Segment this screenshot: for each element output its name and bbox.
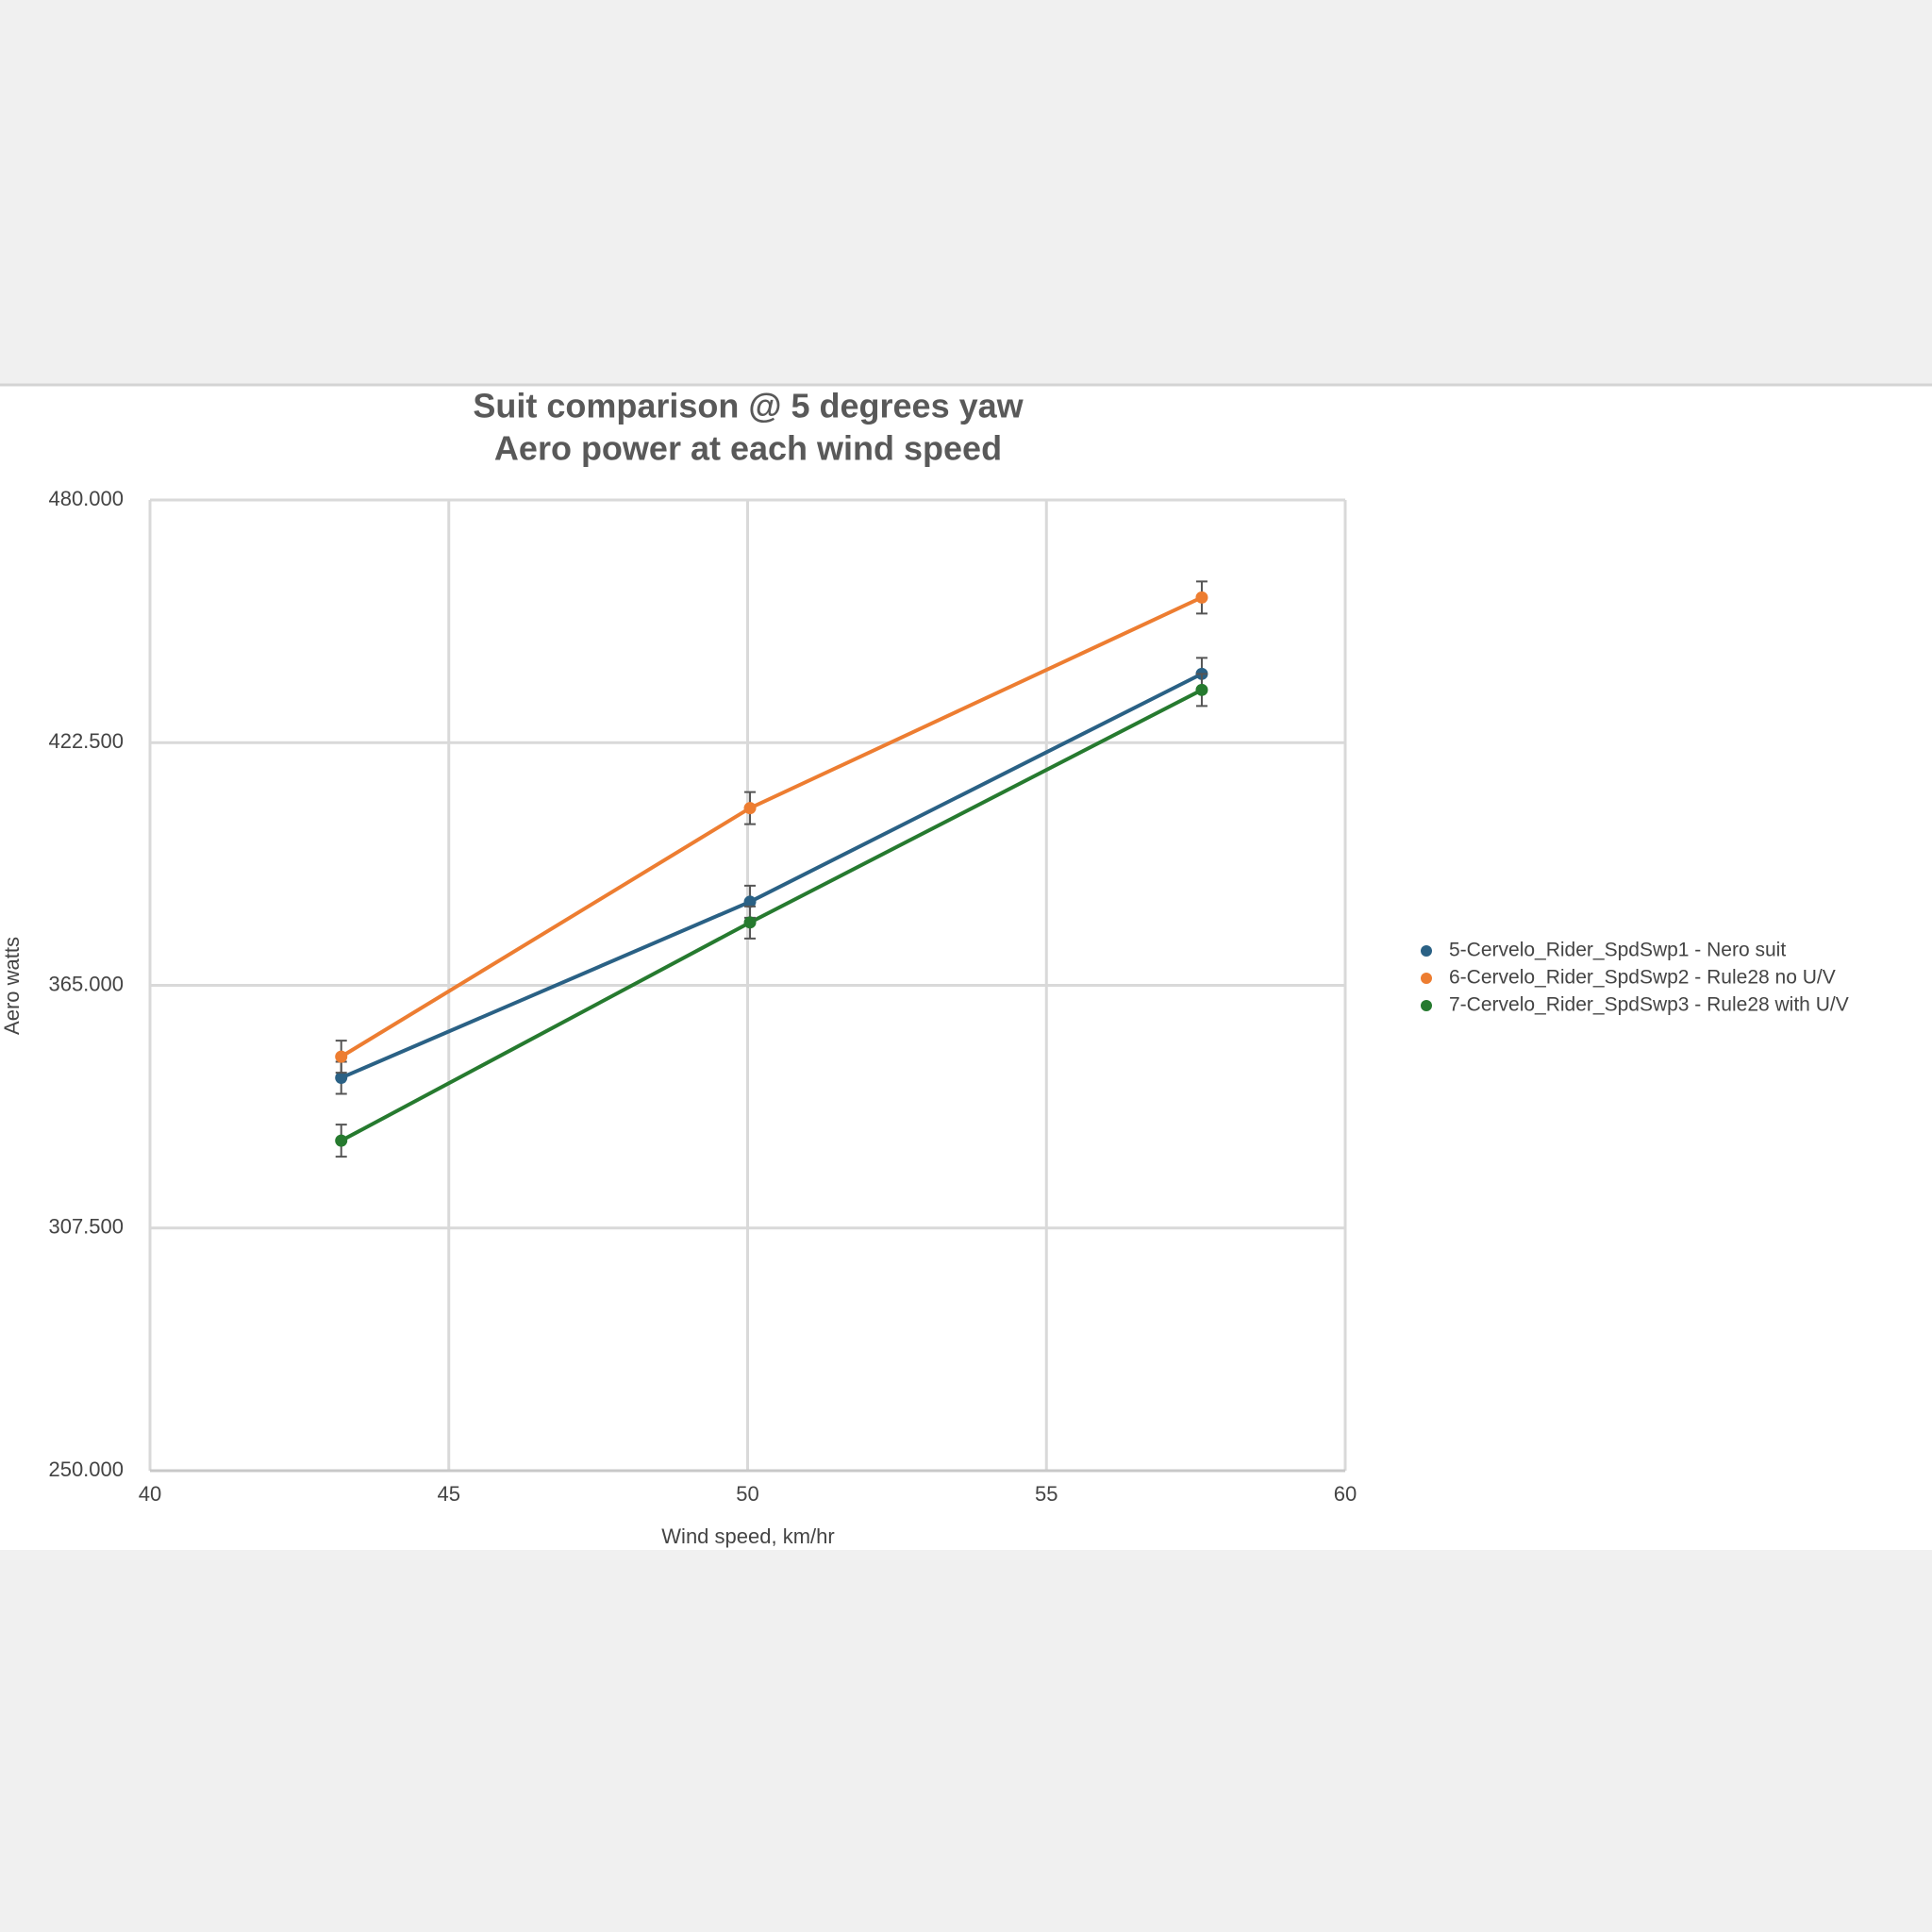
data-point <box>335 1134 348 1147</box>
data-point <box>1195 591 1208 604</box>
x-tick-label: 45 <box>438 1482 460 1506</box>
legend-label: 5-Cervelo_Rider_SpdSwp1 - Nero suit <box>1449 940 1786 961</box>
legend-marker <box>1421 973 1432 984</box>
y-tick-label: 365.000 <box>48 972 124 995</box>
y-axis-label: Aero watts <box>0 937 24 1035</box>
x-tick-label: 50 <box>736 1482 758 1506</box>
legend-marker <box>1421 1000 1432 1011</box>
y-tick-label: 307.500 <box>48 1215 124 1239</box>
sheet-area <box>0 386 1932 1550</box>
chart-subtitle: Aero power at each wind speed <box>494 429 1002 468</box>
y-tick-label: 480.000 <box>48 487 124 510</box>
data-point <box>743 895 757 908</box>
x-tick-label: 60 <box>1334 1482 1357 1506</box>
data-point <box>743 916 757 929</box>
y-tick-label: 250.000 <box>48 1457 124 1481</box>
data-point <box>743 802 757 815</box>
data-point <box>335 1071 348 1084</box>
legend-label: 6-Cervelo_Rider_SpdSwp2 - Rule28 no U/V <box>1449 967 1836 989</box>
data-point <box>1195 683 1208 696</box>
x-axis-label: Wind speed, km/hr <box>661 1524 834 1548</box>
legend-marker <box>1421 945 1432 957</box>
legend-label: 7-Cervelo_Rider_SpdSwp3 - Rule28 with U/… <box>1449 994 1849 1016</box>
x-tick-label: 55 <box>1035 1482 1058 1506</box>
data-point <box>335 1050 348 1063</box>
x-tick-label: 40 <box>139 1482 161 1506</box>
chart-title: Suit comparison @ 5 degrees yaw <box>473 387 1024 425</box>
y-tick-label: 422.500 <box>48 729 124 753</box>
